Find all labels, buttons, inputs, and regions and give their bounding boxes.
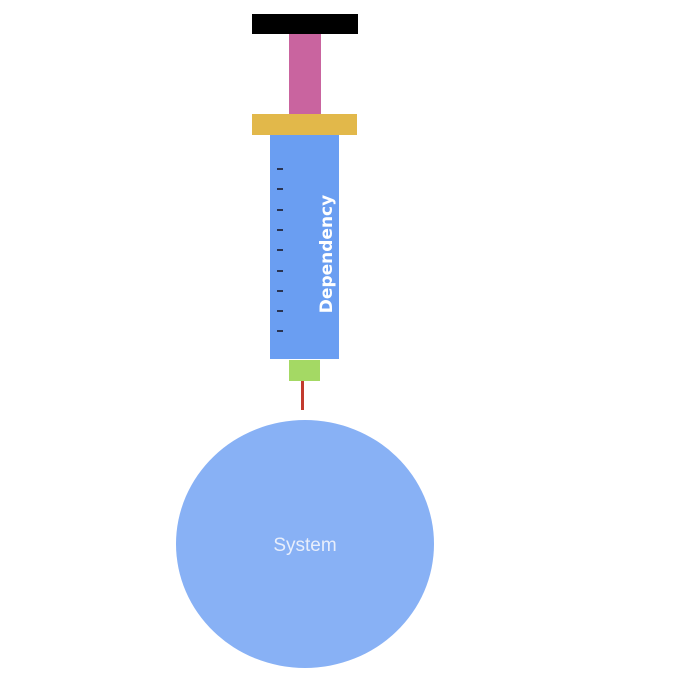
system-circle	[176, 420, 434, 668]
syringe-flange	[252, 114, 357, 135]
syringe-needle	[301, 381, 304, 410]
syringe-hub	[289, 360, 320, 381]
system-label: System	[273, 535, 336, 556]
syringe-barrel	[270, 135, 339, 359]
system-node: System	[176, 420, 434, 668]
syringe-plunger-rod	[289, 34, 321, 114]
syringe: Dependency	[252, 14, 358, 410]
syringe-thumb-rest	[252, 14, 358, 34]
syringe-label: Dependency	[317, 195, 337, 313]
syringe-scale	[277, 168, 283, 332]
